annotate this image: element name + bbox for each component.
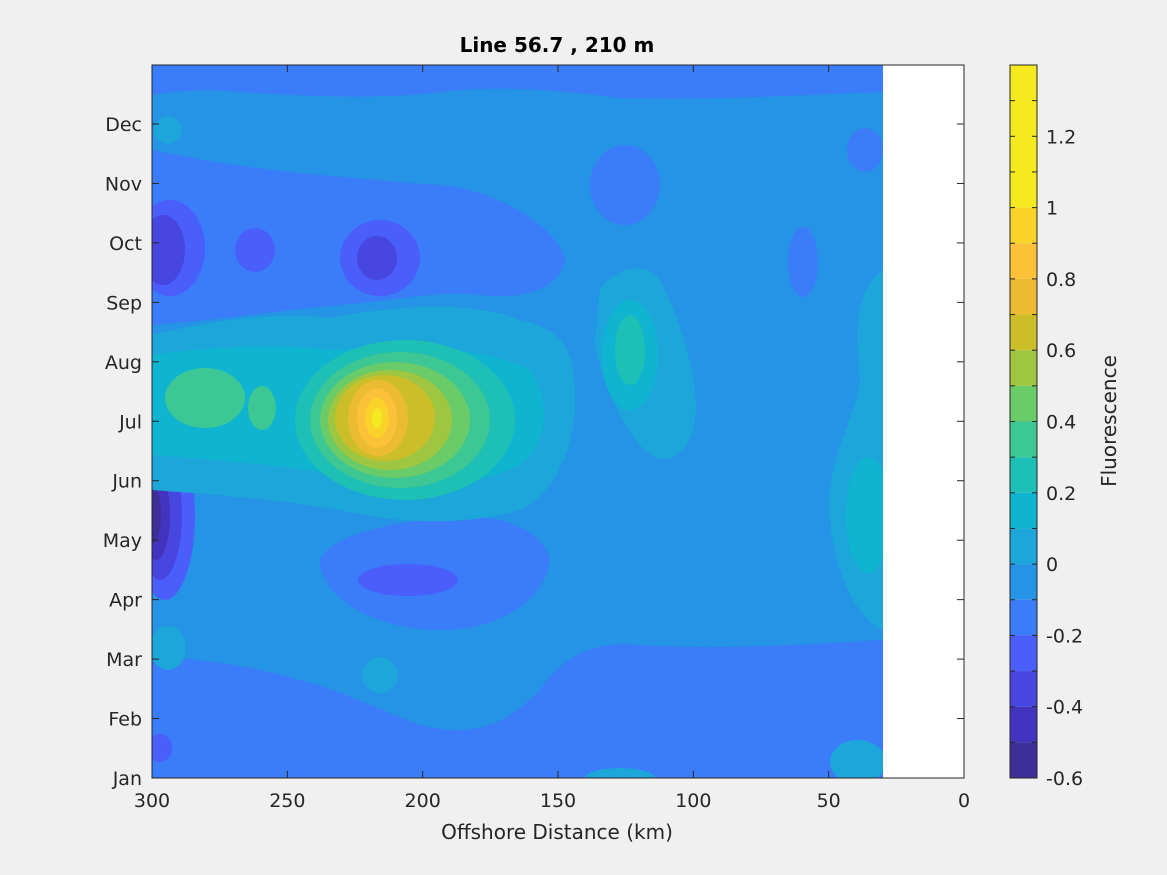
y-tick-label: Jun: [111, 471, 142, 493]
colorbar-segment: [1010, 599, 1037, 636]
colorbar-segment: [1010, 243, 1037, 279]
colorbar-tick-label: 0.4: [1046, 412, 1076, 434]
y-tick-label: May: [103, 530, 142, 552]
contour-field: [152, 65, 883, 778]
colorbar-segment: [1010, 207, 1037, 244]
colorbar-segment: [1010, 671, 1037, 707]
contour-band-0.4: [615, 315, 645, 385]
colorbar-tick-label: -0.2: [1046, 625, 1083, 647]
colorbar-segment: [1010, 564, 1037, 600]
colorbar-tick-label: 0.8: [1046, 269, 1076, 291]
x-tick-label: 100: [675, 790, 711, 812]
colorbar-tick-label: 1: [1046, 198, 1058, 220]
x-tick-label: 50: [817, 790, 841, 812]
contour-band-neg0.6: [152, 487, 161, 543]
y-tick-label: Apr: [109, 590, 142, 612]
colorbar-segment: [1010, 421, 1037, 458]
colorbar-segment: [1010, 492, 1037, 529]
colorbar-segment: [1010, 635, 1037, 672]
contour-band-1.3: [372, 408, 382, 428]
contour-band-0.0: [152, 65, 883, 99]
contour-band-0.2: [362, 657, 398, 693]
colorbar-segment: [1010, 350, 1037, 386]
colorbar-tick-label: 1.2: [1046, 126, 1076, 148]
contour-band-0.2: [154, 116, 182, 144]
contour-band-neg0.1: [235, 228, 275, 272]
colorbar-segment: [1010, 314, 1037, 351]
contour-band-neg0.2: [152, 215, 185, 285]
y-tick-label: Mar: [106, 649, 142, 671]
x-tick-label: 0: [958, 790, 970, 812]
contour-band-0.0: [847, 128, 883, 172]
y-tick-label: Jan: [112, 768, 142, 790]
contour-band-0.0: [590, 145, 660, 225]
colorbar-tick-label: -0.4: [1046, 697, 1083, 719]
x-tick-label: 200: [405, 790, 441, 812]
contour-band-0.0: [788, 227, 818, 297]
y-tick-label: Sep: [106, 292, 142, 314]
contour-band-0.0: [152, 580, 883, 778]
colorbar-label: Fluorescence: [1097, 355, 1121, 487]
y-tick-label: Aug: [105, 352, 142, 374]
contour-band-neg0.2: [357, 236, 397, 280]
colorbar-tick-label: -0.6: [1046, 768, 1083, 790]
contour-band-0.2: [152, 626, 186, 670]
contour-band-0.3: [846, 457, 883, 573]
colorbar-segment: [1010, 385, 1037, 422]
y-tick-label: Jul: [118, 411, 142, 433]
colorbar-segment: [1010, 278, 1037, 315]
colorbar-segment: [1010, 457, 1037, 493]
contour-band-0.5: [165, 368, 245, 428]
colorbar-segment: [1010, 528, 1037, 565]
contour-band-0.2: [585, 768, 655, 778]
y-tick-label: Dec: [105, 114, 142, 136]
x-tick-label: 300: [134, 790, 170, 812]
x-axis-title: Offshore Distance (km): [441, 820, 673, 844]
contour-band-neg0.1: [152, 734, 172, 762]
colorbar-segment: [1010, 742, 1037, 778]
y-tick-label: Nov: [105, 173, 142, 195]
axis-ticks: 300 250 200 150 100 50 0 Jan Feb Mar Apr May Jun Jul A…: [103, 65, 970, 812]
colorbar-tick-label: 0.2: [1046, 483, 1076, 505]
y-tick-label: Oct: [109, 233, 142, 255]
y-tick-label: Feb: [108, 709, 142, 731]
colorbar-segment: [1010, 706, 1037, 743]
colorbar-tick-label: 0.6: [1046, 340, 1076, 362]
colorbar-tick-label: 0: [1046, 554, 1058, 576]
x-tick-label: 250: [269, 790, 305, 812]
x-tick-label: 150: [540, 790, 576, 812]
chart-title: Line 56.7 , 210 m: [460, 33, 655, 57]
contour-band-0.2: [830, 740, 883, 778]
contour-band-0.5: [248, 386, 276, 430]
contour-band-neg0.1: [358, 564, 458, 596]
colorbar: -0.6 -0.4 -0.2 0 0.2 0.4 0.6 0.8 1 1.2: [1009, 64, 1083, 790]
